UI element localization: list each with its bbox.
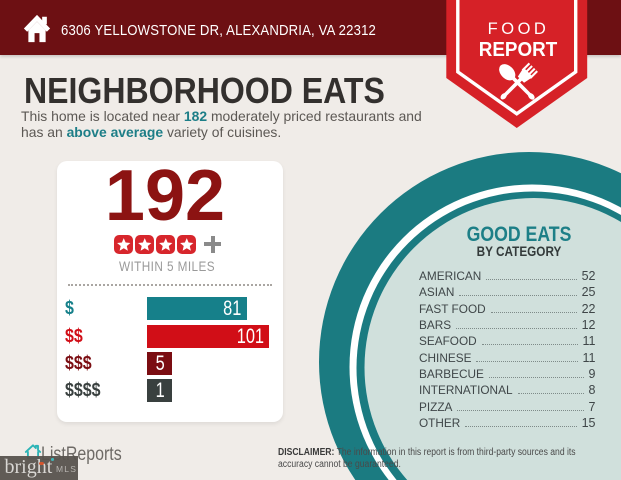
svg-text:FOOD: FOOD: [488, 20, 550, 38]
svg-text:REPORT: REPORT: [479, 38, 557, 61]
